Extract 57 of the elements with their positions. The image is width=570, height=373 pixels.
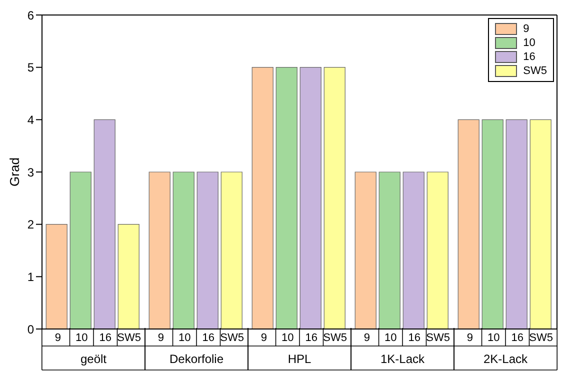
text: 10 xyxy=(282,332,294,344)
bar xyxy=(530,119,552,329)
text: SW5 xyxy=(529,332,554,344)
y-tick-label: 5 xyxy=(27,60,34,75)
bar xyxy=(196,172,218,329)
y-tick-label: 2 xyxy=(27,218,34,232)
bar xyxy=(378,172,400,329)
text: 10 xyxy=(384,332,397,344)
bar xyxy=(220,172,242,329)
text: 16 xyxy=(511,332,524,344)
text: SW5 xyxy=(220,332,244,344)
bar xyxy=(148,172,170,329)
y-tick-label: 3 xyxy=(27,165,34,180)
x-tick-label: 1K-Lack xyxy=(380,352,426,366)
text: SW5 xyxy=(117,332,142,344)
x-tick-label: Dekorfolie xyxy=(169,352,224,366)
y-tick-label: 0 xyxy=(27,322,34,336)
y-tick-label: 4 xyxy=(27,112,34,127)
text: 10 xyxy=(488,332,500,344)
bar xyxy=(94,119,116,329)
y-tick-label: 6 xyxy=(27,8,34,22)
text: SW5 xyxy=(426,332,450,344)
bar xyxy=(402,172,424,329)
bar xyxy=(506,119,528,329)
bar xyxy=(276,67,298,329)
text: 10 xyxy=(76,332,88,344)
text: 9 xyxy=(158,332,164,344)
text: 9 xyxy=(466,332,473,344)
text: 16 xyxy=(202,332,214,344)
legend-label: SW5 xyxy=(523,65,547,77)
bar xyxy=(458,119,480,329)
text: 9 xyxy=(54,332,61,344)
text: 16 xyxy=(99,332,112,344)
text: 9 xyxy=(364,332,370,344)
text: 9 xyxy=(260,332,267,344)
legend-label: 16 xyxy=(523,51,536,63)
bar xyxy=(118,224,140,329)
legend-label: 10 xyxy=(523,37,536,49)
text: 10 xyxy=(178,332,191,344)
y-axis-title: Grad xyxy=(7,158,22,186)
bar xyxy=(46,224,68,329)
bar xyxy=(482,119,504,329)
text: SW5 xyxy=(323,332,348,344)
x-tick-label: HPL xyxy=(288,352,312,366)
legend-label: 9 xyxy=(523,23,530,35)
bar xyxy=(426,172,448,329)
bar xyxy=(70,172,92,329)
bar xyxy=(172,172,194,329)
bar xyxy=(354,172,376,329)
bar xyxy=(300,67,322,329)
y-tick-label: 1 xyxy=(27,270,34,284)
x-tick-label: geölt xyxy=(80,352,108,366)
x-tick-label: 2K-Lack xyxy=(483,352,529,366)
bar xyxy=(324,67,346,329)
text: 16 xyxy=(305,332,318,344)
bar xyxy=(252,67,274,329)
text: 16 xyxy=(408,332,420,344)
